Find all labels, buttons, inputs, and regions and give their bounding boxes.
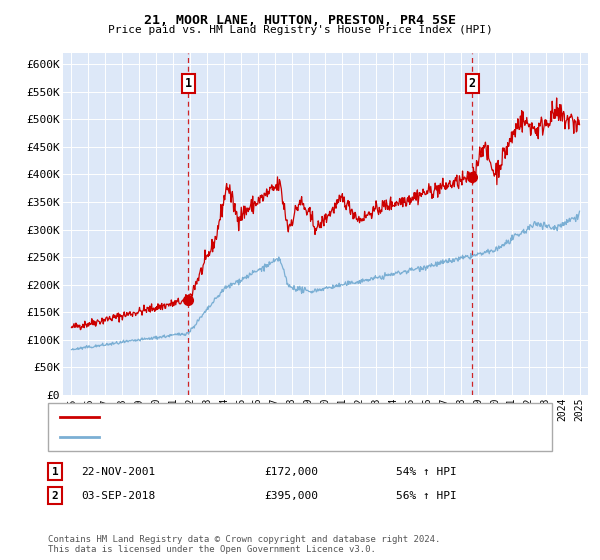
Text: 03-SEP-2018: 03-SEP-2018 bbox=[81, 491, 155, 501]
Text: 22-NOV-2001: 22-NOV-2001 bbox=[81, 466, 155, 477]
Text: Price paid vs. HM Land Registry's House Price Index (HPI): Price paid vs. HM Land Registry's House … bbox=[107, 25, 493, 35]
Text: £395,000: £395,000 bbox=[264, 491, 318, 501]
Text: 1: 1 bbox=[52, 466, 59, 477]
Text: 21, MOOR LANE, HUTTON, PRESTON, PR4 5SE (detached house): 21, MOOR LANE, HUTTON, PRESTON, PR4 5SE … bbox=[105, 412, 455, 422]
Text: £172,000: £172,000 bbox=[264, 466, 318, 477]
Text: 1: 1 bbox=[185, 77, 192, 91]
Text: 2: 2 bbox=[469, 77, 476, 91]
Text: HPI: Average price, detached house, South Ribble: HPI: Average price, detached house, Sout… bbox=[105, 432, 405, 442]
Text: Contains HM Land Registry data © Crown copyright and database right 2024.
This d: Contains HM Land Registry data © Crown c… bbox=[48, 535, 440, 554]
Text: 56% ↑ HPI: 56% ↑ HPI bbox=[396, 491, 457, 501]
Text: 54% ↑ HPI: 54% ↑ HPI bbox=[396, 466, 457, 477]
Text: 2: 2 bbox=[52, 491, 59, 501]
Text: 21, MOOR LANE, HUTTON, PRESTON, PR4 5SE: 21, MOOR LANE, HUTTON, PRESTON, PR4 5SE bbox=[144, 14, 456, 27]
